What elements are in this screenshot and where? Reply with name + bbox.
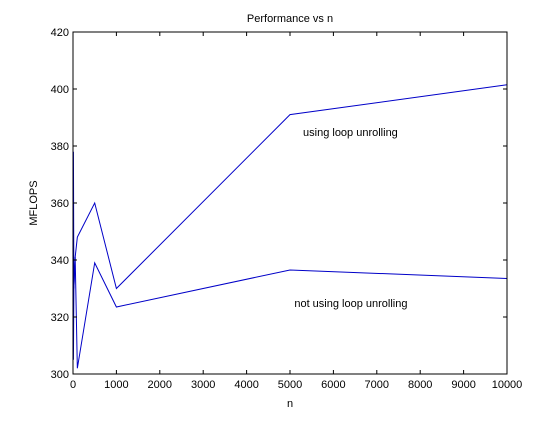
chart-title: Performance vs n (247, 13, 333, 25)
x-tick-label: 4000 (234, 379, 258, 391)
x-tick-label: 7000 (365, 379, 389, 391)
annotations: using loop unrolling not using loop unrol… (294, 127, 407, 310)
x-tick-label: 9000 (451, 379, 475, 391)
x-tick-label: 2000 (148, 379, 172, 391)
x-axis-label: n (287, 398, 293, 410)
x-tick-label: 0 (70, 379, 76, 391)
annotation-1: using loop unrolling (303, 127, 398, 139)
annotation-2: not using loop unrolling (294, 298, 407, 310)
y-tick-label: 340 (51, 255, 69, 267)
y-tick-label: 380 (51, 141, 69, 153)
y-tick-label: 420 (51, 27, 69, 39)
series-layer (72, 84, 508, 369)
x-tick-label: 1000 (104, 379, 128, 391)
x-tick-label: 5000 (278, 379, 302, 391)
y-axis-label: MFLOPS (28, 180, 40, 225)
series-line-2 (72, 257, 508, 369)
x-tick-label: 10000 (492, 379, 523, 391)
y-tick-label: 300 (51, 369, 69, 381)
y-tick-label: 360 (51, 198, 69, 210)
x-tick-label: 6000 (321, 379, 345, 391)
x-tick-label: 3000 (191, 379, 215, 391)
y-tick-label: 320 (51, 312, 69, 324)
axes: 0 1000 2000 3000 4000 5000 6000 7000 8000 9000 100… (51, 27, 523, 391)
y-tick-label: 400 (51, 84, 69, 96)
plot-area (73, 32, 507, 374)
x-tick-label: 8000 (408, 379, 432, 391)
